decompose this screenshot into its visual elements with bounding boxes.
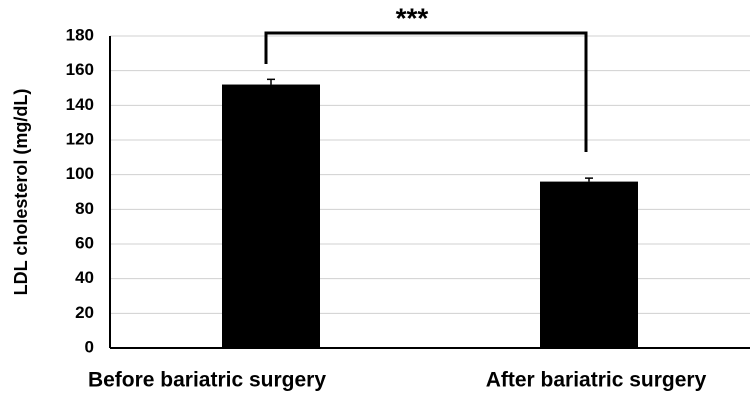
error-bar	[267, 78, 275, 85]
y-tick-label: 80	[75, 199, 94, 218]
x-tick-label: After bariatric surgery	[486, 369, 707, 392]
y-tick-label: 160	[66, 60, 94, 79]
y-tick-label: 60	[75, 233, 94, 252]
y-tick-label: 180	[66, 25, 94, 44]
y-tick-label: 120	[66, 129, 94, 148]
significance-annotation: ***	[396, 2, 429, 33]
y-tick-label: 40	[75, 268, 94, 287]
bar	[540, 181, 638, 348]
y-axis-label: LDL cholesterol (mg/dL)	[11, 89, 31, 296]
y-tick-label: 100	[66, 164, 94, 183]
y-tick-label: 0	[85, 337, 94, 356]
bar	[222, 84, 320, 349]
y-tick-label: 20	[75, 303, 94, 322]
y-tick-label: 140	[66, 95, 94, 114]
x-tick-label: Before bariatric surgery	[88, 369, 326, 392]
error-bar	[585, 177, 593, 182]
significance-bracket	[264, 31, 588, 152]
